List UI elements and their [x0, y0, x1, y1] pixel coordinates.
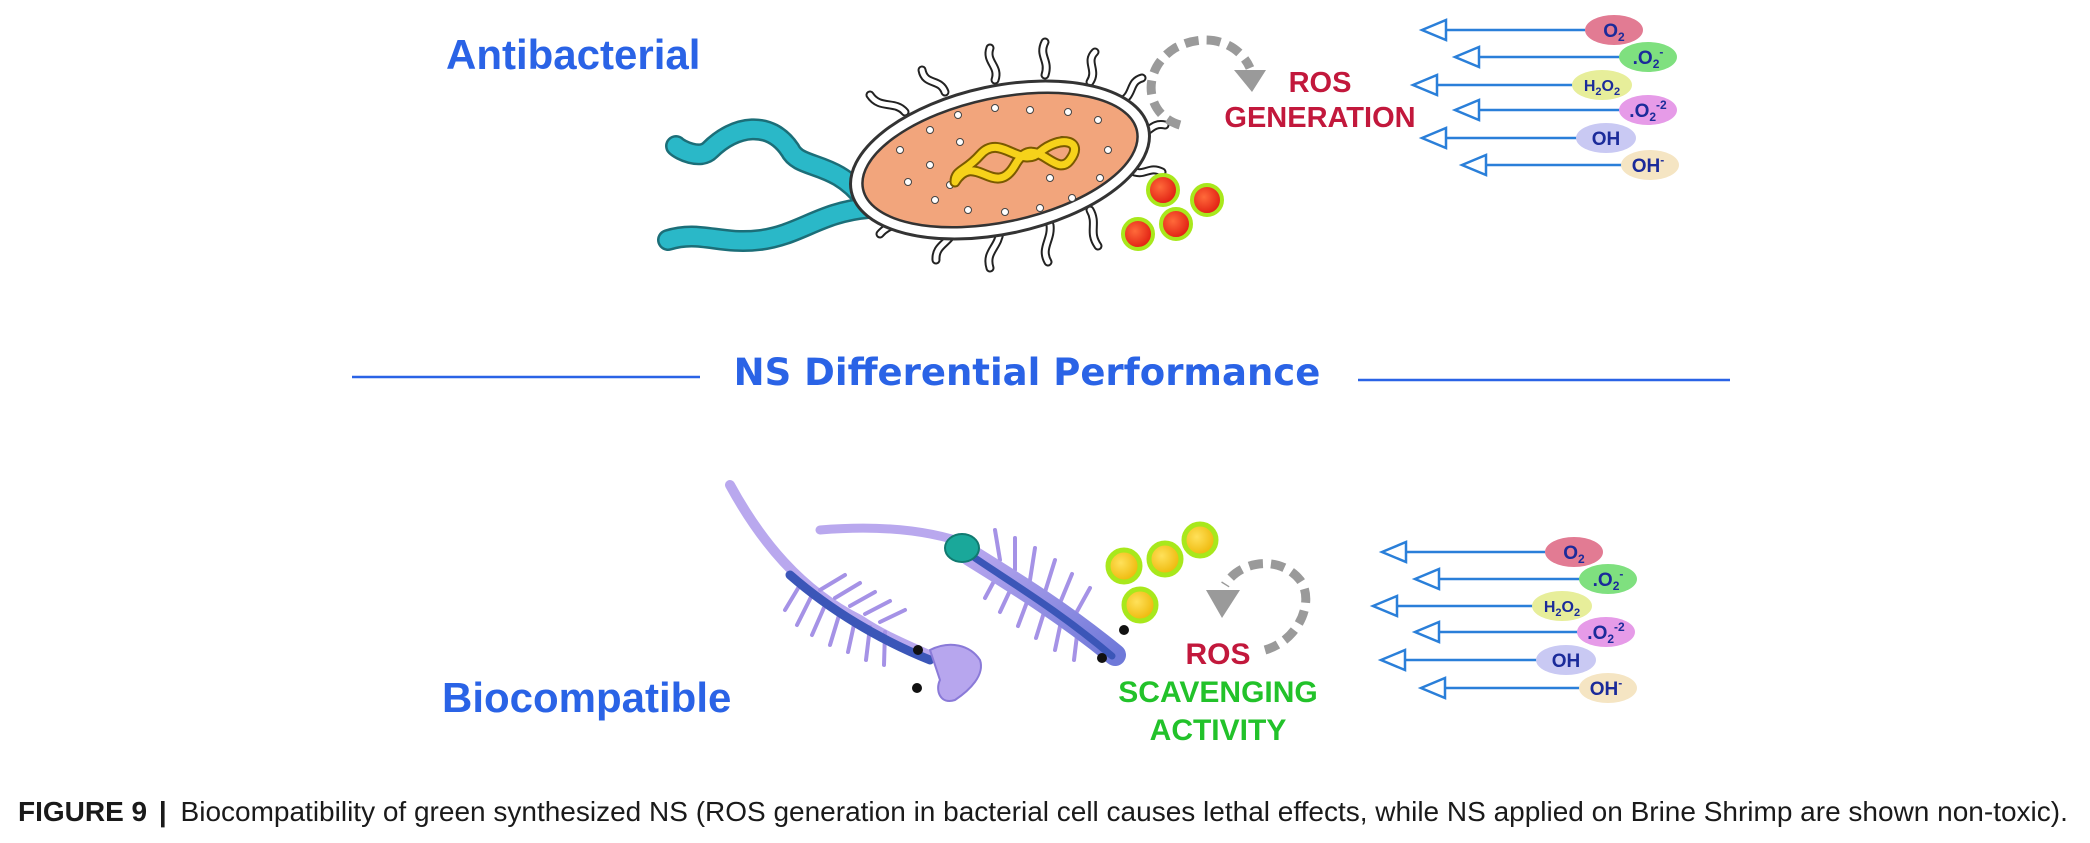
nanoparticle-yellow [1181, 521, 1219, 559]
species-h2o2-label: H2O2 [1584, 78, 1620, 98]
caption-separator: | [158, 796, 167, 827]
ros-species-group-bottom: O2 .O2- H2O2 .O2-2 OH OH- [1369, 537, 1637, 703]
cycle-arrow-bottom [1206, 559, 1311, 655]
figure-caption: FIGURE 9 | Biocompatibility of green syn… [18, 796, 2078, 828]
species-o2-label: O2 [1603, 21, 1625, 44]
nanoparticle-red [1146, 173, 1180, 207]
ros-scavenging-line2: SCAVENGING [1118, 676, 1317, 709]
species-o2-pill [1545, 537, 1603, 567]
ros-scavenging-line3: ACTIVITY [1150, 714, 1287, 747]
species-oh-pill [1576, 123, 1636, 153]
species-o2-2minus-label: .O2-2 [1587, 620, 1625, 646]
species-oh-minus-label: OH- [1590, 676, 1623, 700]
species-oh-label: OH [1552, 651, 1581, 672]
species-h2o2-pill [1532, 591, 1592, 621]
nanoparticle-yellow [1146, 540, 1184, 578]
nanoparticle-yellow [1105, 547, 1143, 585]
nanoparticle-red [1190, 183, 1224, 217]
nanoparticle-yellow [1121, 586, 1159, 624]
brine-shrimp [815, 523, 1129, 666]
antibacterial-label: Antibacterial [446, 31, 700, 78]
cycle-arrow-top [1146, 35, 1266, 130]
species-o2-label: O2 [1563, 543, 1585, 566]
center-title: NS Differential Performance [734, 351, 1321, 394]
species-h2o2-label: H2O2 [1544, 599, 1580, 619]
ros-arrow [1409, 18, 1622, 177]
species-o2-2minus-pill [1577, 617, 1635, 647]
species-o2-pill [1585, 15, 1643, 45]
species-oh-minus-label: OH- [1632, 153, 1665, 177]
species-oh-minus-pill [1579, 673, 1637, 703]
caption-label: FIGURE 9 [18, 796, 148, 827]
species-o2-radical-pill [1579, 564, 1637, 594]
species-o2-2minus-label: .O2-2 [1629, 98, 1667, 124]
species-oh-label: OH [1592, 129, 1621, 150]
species-h2o2-pill [1572, 70, 1632, 100]
red-nanoparticles [1121, 173, 1224, 251]
species-o2-radical-label: .O2- [1633, 45, 1664, 71]
ros-generation-line2: GENERATION [1224, 102, 1415, 134]
yellow-nanoparticles [1105, 521, 1219, 624]
species-o2-radical-pill [1619, 42, 1677, 72]
species-o2-2minus-pill [1619, 95, 1677, 125]
diagram-canvas: Antibacterial Biocompatible NS Different… [352, 15, 1730, 747]
species-oh-minus-pill [1621, 150, 1679, 180]
caption-text: Biocompatibility of green synthesized NS… [180, 796, 2068, 827]
cytoplasm-granules [896, 104, 1112, 216]
biocompatible-label: Biocompatible [442, 674, 731, 721]
species-o2-radical-label: .O2- [1593, 567, 1624, 593]
nanoparticle-red [1121, 217, 1155, 251]
ros-scavenging-line1: ROS [1185, 638, 1250, 671]
ros-arrow [1369, 540, 1580, 700]
brine-shrimp [725, 480, 982, 702]
nanoparticle-red [1159, 207, 1193, 241]
bacterium-illustration [657, 37, 1170, 273]
ros-species-group-top: O2 .O2- H2O2 .O2-2 OH OH- [1409, 15, 1679, 180]
ros-generation-line1: ROS [1289, 67, 1352, 99]
species-oh-pill [1536, 645, 1596, 675]
brine-shrimp-illustration [725, 480, 1129, 702]
